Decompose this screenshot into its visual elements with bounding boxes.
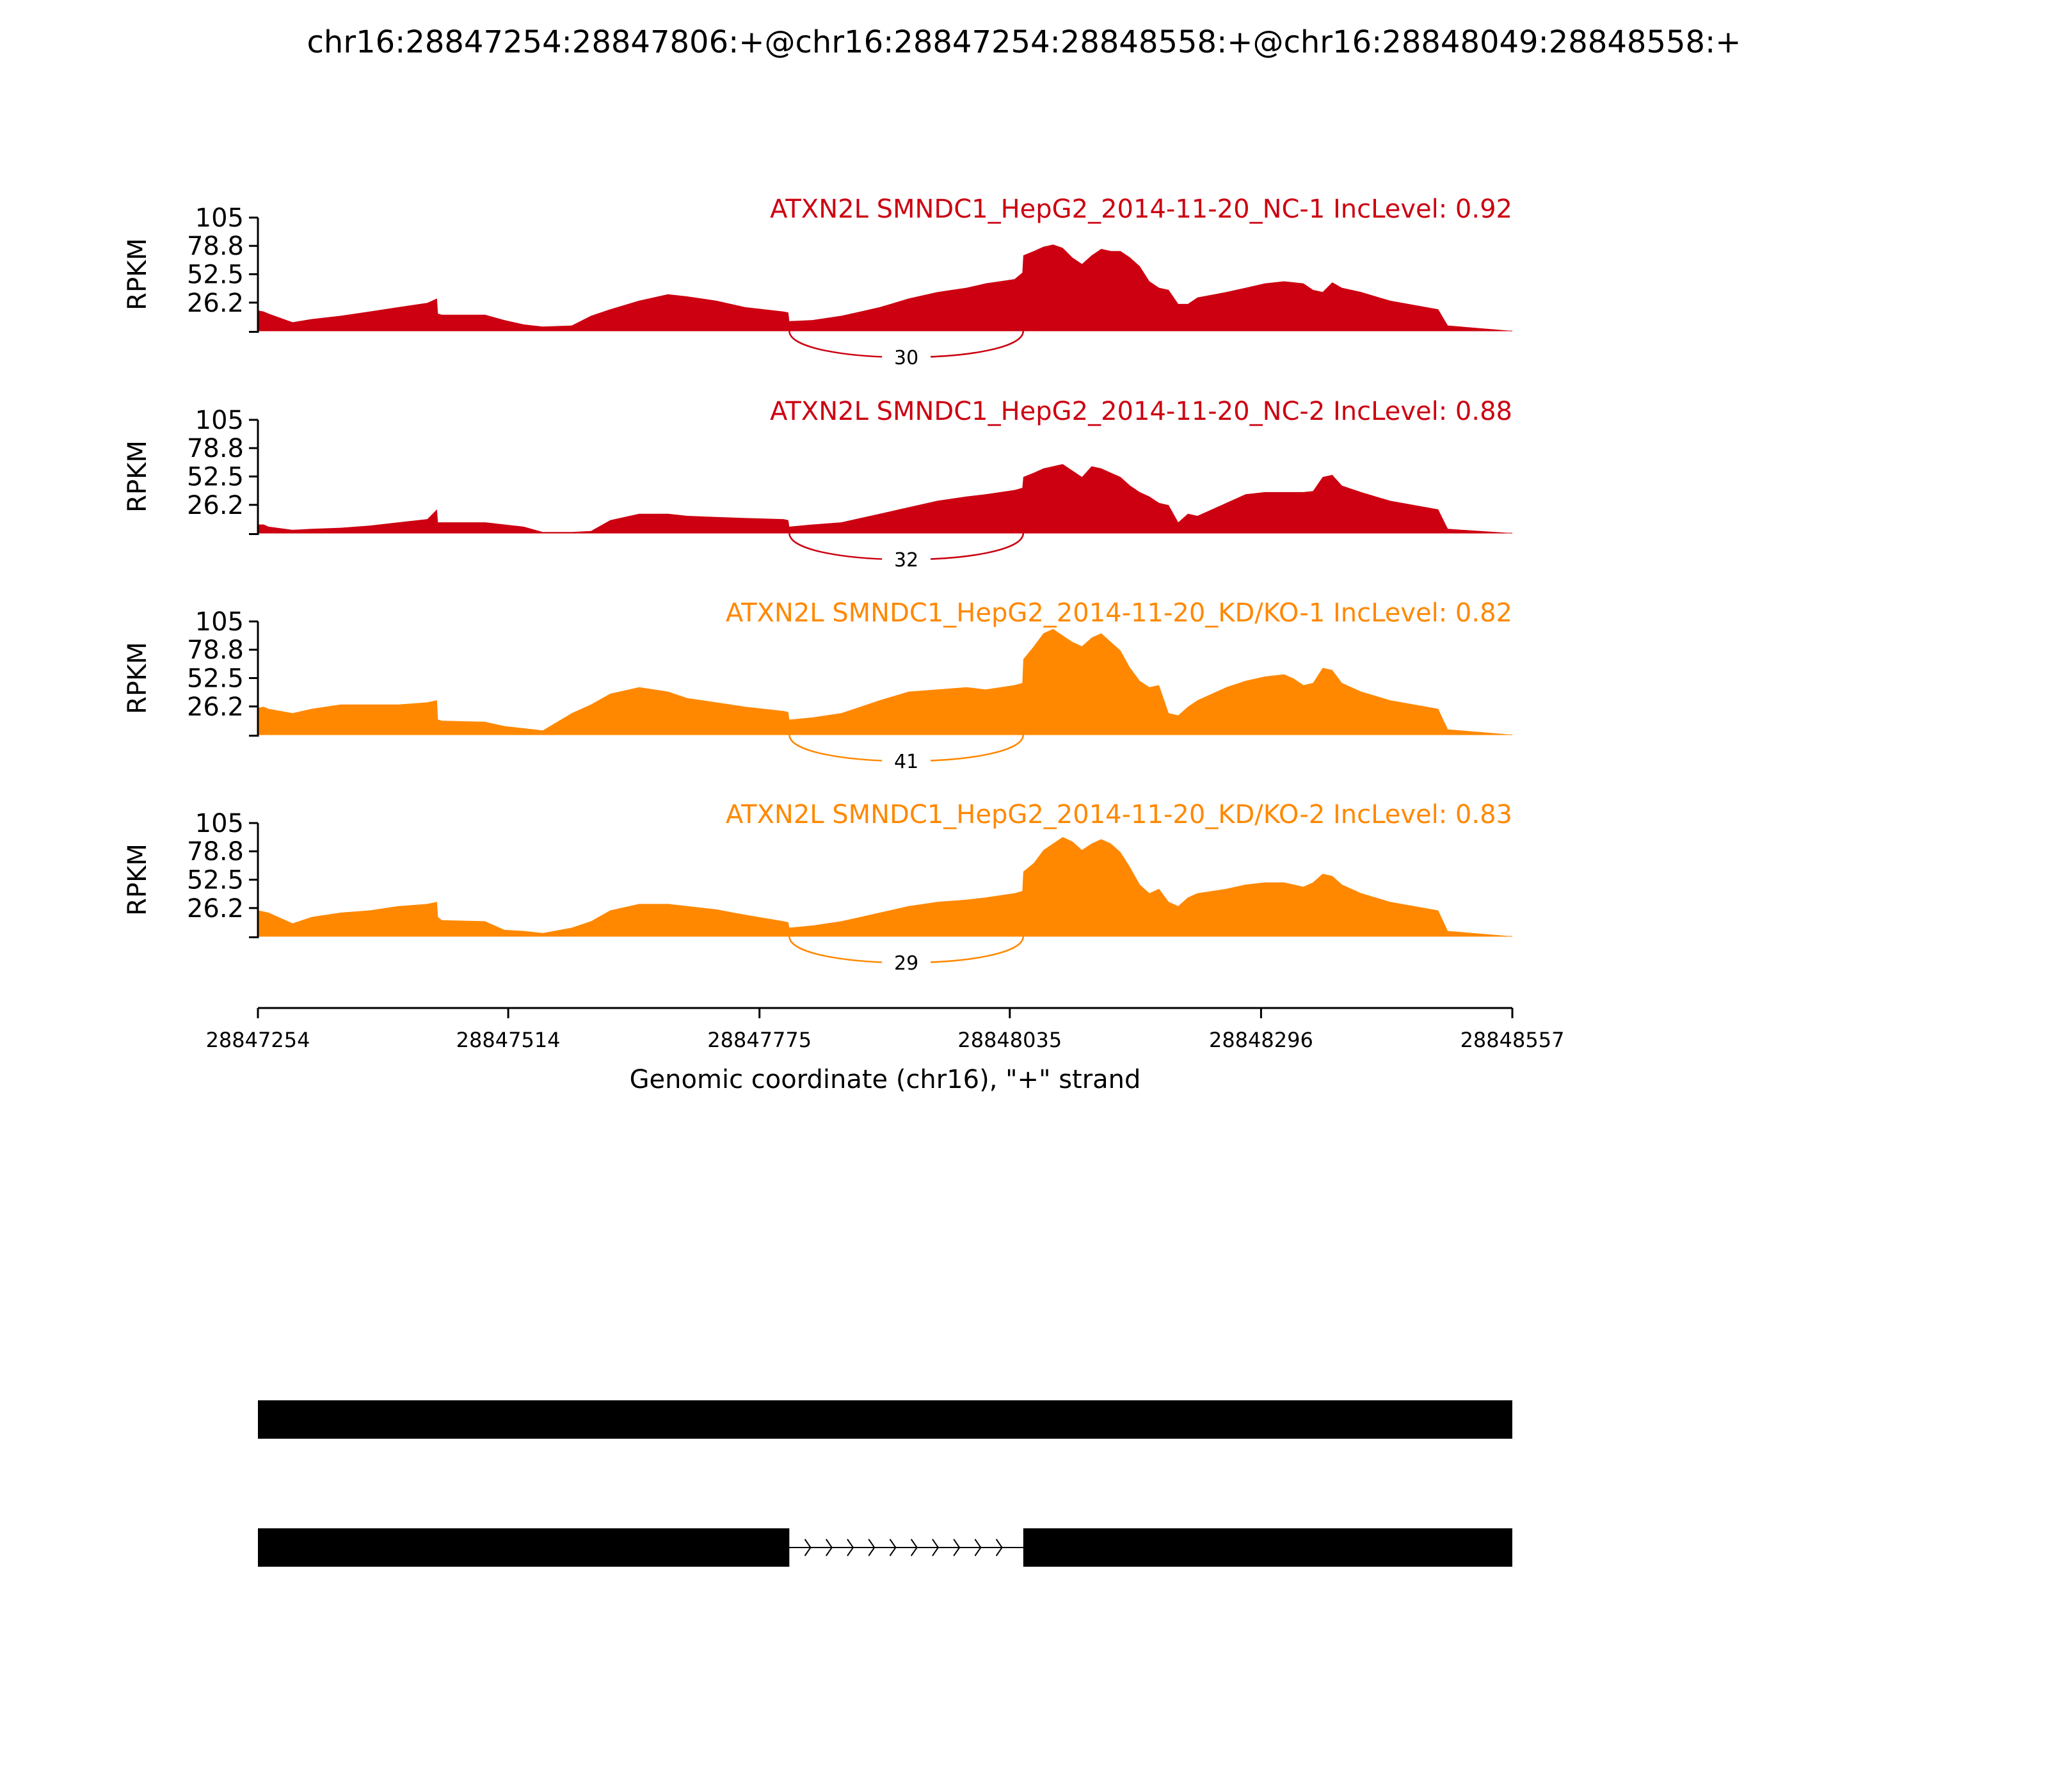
junction-count: 29 — [894, 952, 918, 975]
y-tick-label: 26.2 — [187, 491, 244, 520]
exon-block — [258, 1528, 790, 1567]
y-tick-label: 52.5 — [187, 463, 244, 492]
junction-count-background — [882, 345, 931, 368]
junction-count: 41 — [894, 751, 918, 773]
x-axis-label: Genomic coordinate (chr16), "+" strand — [630, 1065, 1141, 1094]
x-tick-label: 28848557 — [1460, 1028, 1565, 1052]
y-tick-label: 78.8 — [187, 434, 244, 463]
series-label: ATXN2L SMNDC1_HepG2_2014-11-20_NC-1 IncL… — [770, 195, 1512, 224]
x-tick-label: 28847254 — [206, 1028, 310, 1052]
isoform-model — [258, 1400, 1512, 1439]
coverage-area — [258, 628, 1512, 735]
junction-count-background — [882, 950, 931, 973]
strand-arrow — [847, 1539, 854, 1556]
y-tick-label: 52.5 — [187, 664, 244, 694]
y-tick-label: 105 — [195, 607, 244, 637]
strand-arrow — [932, 1539, 940, 1556]
strand-arrow — [995, 1539, 1003, 1556]
junction-count: 32 — [894, 549, 918, 572]
y-axis-label: RPKM — [123, 238, 152, 310]
x-tick-label: 28847514 — [456, 1028, 561, 1052]
junction-count: 30 — [894, 347, 918, 369]
figure-title: chr16:28847254:28847806:+@chr16:28847254… — [307, 24, 1741, 60]
junction-count-background — [882, 547, 931, 570]
series-label: ATXN2L SMNDC1_HepG2_2014-11-20_KD/KO-1 I… — [726, 598, 1512, 628]
gene-models — [258, 1400, 1512, 1567]
y-tick-label: 26.2 — [187, 692, 244, 722]
y-tick-label: 78.8 — [187, 232, 244, 261]
strand-arrow — [974, 1539, 982, 1556]
y-tick-label: 105 — [195, 406, 244, 435]
exon-block — [1023, 1528, 1512, 1567]
y-tick-label: 52.5 — [187, 866, 244, 895]
exon-block — [258, 1400, 1512, 1439]
x-axis: 28847254 28847514 28847775 28848035 28848296… — [206, 1007, 1565, 1094]
y-axis-label: RPKM — [123, 440, 152, 513]
y-tick-label: 78.8 — [187, 636, 244, 665]
strand-arrow — [868, 1539, 876, 1556]
y-tick-label: 26.2 — [187, 894, 244, 924]
y-tick-label: 105 — [195, 809, 244, 838]
x-tick-label: 28847775 — [707, 1028, 812, 1052]
isoform-model — [258, 1528, 1512, 1567]
y-tick-label: 52.5 — [187, 260, 244, 290]
y-tick-label: 105 — [195, 204, 244, 233]
y-tick-label: 78.8 — [187, 837, 244, 867]
series-label: ATXN2L SMNDC1_HepG2_2014-11-20_NC-2 IncL… — [770, 397, 1512, 426]
coverage-area — [258, 244, 1512, 331]
y-axis-label: RPKM — [123, 642, 152, 714]
coverage-area — [258, 464, 1512, 533]
junction-count-background — [882, 749, 931, 772]
strand-arrow — [889, 1539, 897, 1556]
x-axis-ticks: 28847254 28847514 28847775 28848035 28848296… — [206, 1008, 1565, 1052]
y-axis-label: RPKM — [123, 844, 152, 916]
series-label: ATXN2L SMNDC1_HepG2_2014-11-20_KD/KO-2 I… — [726, 800, 1512, 829]
x-tick-label: 28848035 — [957, 1028, 1062, 1052]
x-tick-label: 28848296 — [1209, 1028, 1313, 1052]
strand-arrow — [825, 1539, 833, 1556]
strand-arrow — [804, 1539, 812, 1556]
strand-arrow — [910, 1539, 918, 1556]
coverage-area — [258, 836, 1512, 936]
y-tick-label: 26.2 — [187, 289, 244, 318]
strand-arrow — [953, 1539, 961, 1556]
